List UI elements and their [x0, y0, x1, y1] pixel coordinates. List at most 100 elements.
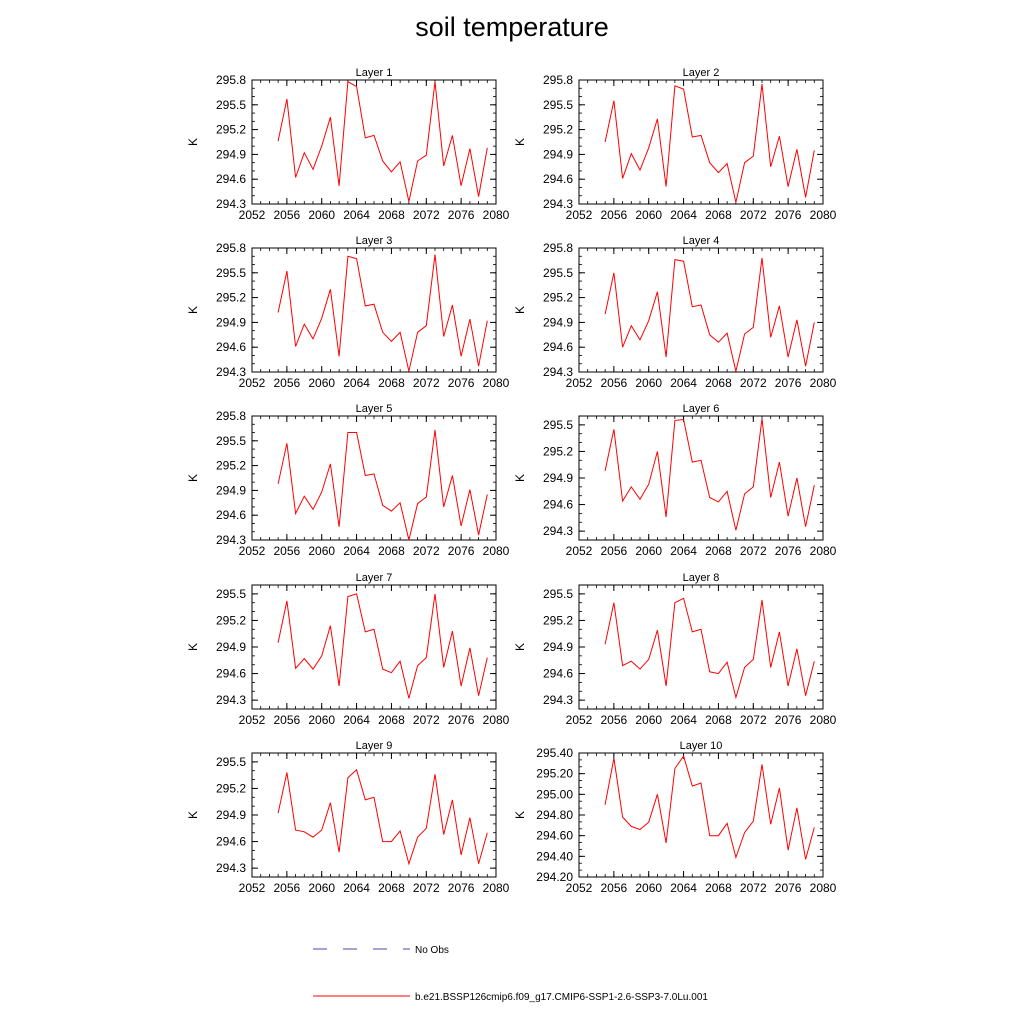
- x-tick-label: 2072: [740, 713, 767, 727]
- x-tick-label: 2072: [740, 881, 767, 895]
- x-tick-label: 2060: [635, 376, 662, 390]
- x-tick-label: 2052: [566, 713, 593, 727]
- panel-title: Layer 4: [683, 235, 720, 247]
- x-tick-label: 2052: [239, 376, 266, 390]
- y-tick-label: 294.6: [543, 172, 573, 186]
- y-tick-label: 294.9: [543, 640, 573, 654]
- x-tick-label: 2056: [601, 208, 628, 222]
- y-tick-label: 295.2: [543, 613, 573, 627]
- chart-panel-8: 2052 2056 2060 2064 2068 2072 2076 2080 294.3 294…: [513, 572, 837, 727]
- plot-frame: [251, 415, 497, 541]
- y-tick-label: 294.9: [216, 640, 246, 654]
- x-tick-label: 2076: [448, 208, 475, 222]
- y-axis-label: K: [513, 643, 527, 651]
- x-tick-label: 2076: [775, 208, 802, 222]
- x-tick-label: 2064: [343, 376, 370, 390]
- x-tick-label: 2064: [343, 713, 370, 727]
- y-tick-label: 295.8: [543, 241, 573, 255]
- y-tick-label: 294.80: [536, 808, 573, 822]
- plot-frame: [251, 752, 497, 878]
- x-tick-label: 2056: [601, 881, 628, 895]
- legend: No Obs b.e21.BSSP126cmip6.f09_g17.CMIP6-…: [313, 945, 708, 1003]
- panel-title: Layer 6: [683, 403, 720, 415]
- x-tick-label: 2080: [810, 376, 837, 390]
- y-tick-label: 294.9: [216, 147, 246, 161]
- y-tick-label: 294.3: [216, 533, 246, 547]
- x-tick-label: 2056: [274, 544, 301, 558]
- page-title: soil temperature: [415, 12, 609, 42]
- x-tick-label: 2056: [601, 376, 628, 390]
- series-line: [277, 768, 488, 866]
- y-tick-label: 295.2: [216, 781, 246, 795]
- y-tick-label: 295.20: [536, 767, 573, 781]
- x-tick-label: 2080: [483, 544, 510, 558]
- chart-panel-5: 2052 2056 2060 2064 2068 2072 2076 2080 294.3 294…: [186, 403, 510, 558]
- y-tick-label: 294.9: [216, 483, 246, 497]
- plot-frame: [578, 584, 824, 710]
- x-tick-label: 2072: [413, 881, 440, 895]
- x-tick-label: 2072: [740, 376, 767, 390]
- y-tick-label: 295.5: [216, 755, 246, 769]
- y-tick-label: 295.2: [543, 444, 573, 458]
- y-tick-label: 295.2: [216, 123, 246, 137]
- y-axis-label: K: [513, 811, 527, 819]
- x-tick-label: 2068: [705, 713, 732, 727]
- y-tick-label: 295.2: [216, 613, 246, 627]
- x-tick-label: 2064: [670, 881, 697, 895]
- chart-panel-6: 2052 2056 2060 2064 2068 2072 2076 2080 294.3 294…: [513, 403, 837, 558]
- x-tick-label: 2064: [670, 376, 697, 390]
- y-tick-label: 294.6: [543, 498, 573, 512]
- y-tick-label: 294.9: [543, 315, 573, 329]
- x-tick-label: 2072: [740, 544, 767, 558]
- series-line: [277, 254, 488, 372]
- chart-panel-2: 2052 2056 2060 2064 2068 2072 2076 2080 294.3 294…: [513, 67, 837, 222]
- y-tick-label: 294.6: [216, 835, 246, 849]
- y-tick-label: 294.3: [543, 365, 573, 379]
- x-tick-label: 2072: [413, 713, 440, 727]
- y-tick-label: 294.6: [543, 667, 573, 681]
- panel-title: Layer 7: [356, 572, 393, 584]
- y-tick-label: 295.5: [216, 98, 246, 112]
- y-tick-label: 295.5: [543, 266, 573, 280]
- x-tick-label: 2080: [483, 208, 510, 222]
- x-tick-label: 2080: [810, 544, 837, 558]
- series-line: [604, 597, 815, 700]
- plot-frame: [578, 415, 824, 541]
- series-line: [604, 418, 815, 531]
- y-tick-label: 295.8: [216, 73, 246, 87]
- y-tick-label: 295.2: [543, 291, 573, 305]
- x-tick-label: 2060: [635, 713, 662, 727]
- x-tick-label: 2072: [740, 208, 767, 222]
- x-tick-label: 2052: [566, 881, 593, 895]
- panel-title: Layer 9: [356, 740, 393, 752]
- y-tick-label: 295.5: [216, 266, 246, 280]
- y-tick-label: 294.3: [216, 365, 246, 379]
- x-tick-label: 2052: [239, 713, 266, 727]
- x-tick-label: 2064: [670, 713, 697, 727]
- series-line: [277, 430, 488, 541]
- legend-model-label: b.e21.BSSP126cmip6.f09_g17.CMIP6-SSP1-2.…: [415, 992, 708, 1003]
- x-tick-label: 2068: [378, 208, 405, 222]
- series-line: [277, 80, 488, 202]
- y-axis-label: K: [186, 306, 200, 314]
- x-tick-label: 2072: [413, 544, 440, 558]
- x-tick-label: 2060: [635, 544, 662, 558]
- x-tick-label: 2080: [483, 713, 510, 727]
- y-tick-label: 294.9: [216, 315, 246, 329]
- x-tick-label: 2064: [343, 881, 370, 895]
- x-tick-label: 2052: [566, 376, 593, 390]
- panel-title: Layer 10: [680, 740, 723, 752]
- x-tick-label: 2080: [810, 881, 837, 895]
- chart-panel-4: 2052 2056 2060 2064 2068 2072 2076 2080 294.3 294…: [513, 235, 837, 390]
- chart-panel-10: 2052 2056 2060 2064 2068 2072 2076 2080 294.20 29…: [513, 740, 837, 895]
- y-axis-label: K: [186, 138, 200, 146]
- plot-frame: [251, 79, 497, 205]
- y-axis-label: K: [513, 474, 527, 482]
- series-line: [604, 754, 815, 860]
- y-tick-label: 294.3: [216, 861, 246, 875]
- y-tick-label: 294.9: [216, 808, 246, 822]
- y-tick-label: 294.6: [543, 340, 573, 354]
- x-tick-label: 2052: [239, 881, 266, 895]
- x-tick-label: 2060: [308, 881, 335, 895]
- x-tick-label: 2060: [635, 208, 662, 222]
